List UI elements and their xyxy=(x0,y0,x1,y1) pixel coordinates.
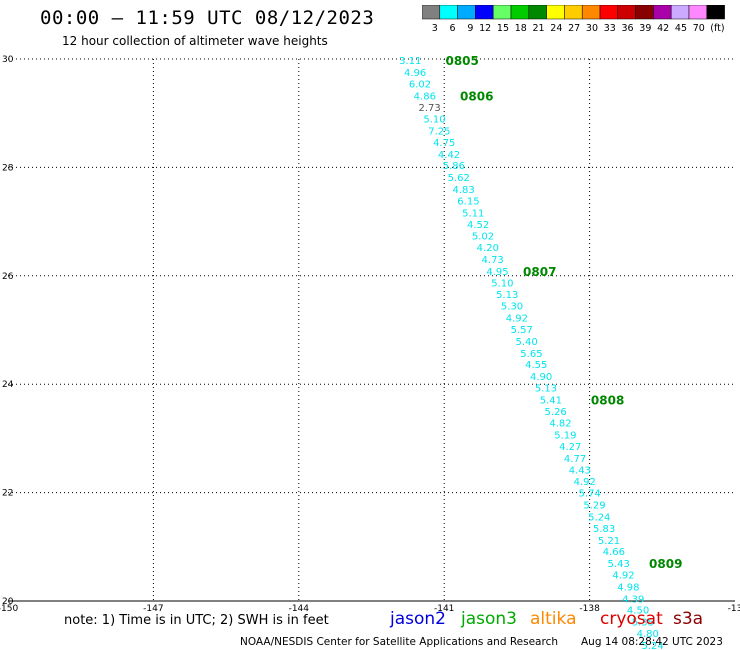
wave-height-label: 4.98 xyxy=(617,582,639,593)
x-tick-label: -147 xyxy=(143,604,163,614)
wave-height-label: 5.10 xyxy=(423,115,445,126)
wave-height-label: 4.55 xyxy=(525,360,547,371)
wave-height-label: 4.20 xyxy=(477,243,499,254)
wave-height-label: 4.96 xyxy=(404,68,426,79)
wave-height-label: 5.62 xyxy=(448,173,470,184)
colorbar-swatch xyxy=(706,5,725,20)
colorbar-tick-label: 18 xyxy=(515,23,527,34)
colorbar-tick-label: 33 xyxy=(604,23,616,34)
x-tick-label: -141 xyxy=(434,604,454,614)
wave-height-label: 5.24 xyxy=(641,641,663,650)
x-tick-label: -13 xyxy=(728,604,740,614)
wave-height-label: 5.40 xyxy=(515,337,537,348)
wave-height-label: 4.92 xyxy=(506,314,528,325)
wave-height-label: 5.74 xyxy=(578,489,600,500)
wave-height-label: 6.15 xyxy=(457,196,479,207)
y-tick-label: 24 xyxy=(2,380,14,390)
wave-height-label: 5.26 xyxy=(545,407,567,418)
wave-height-label: 4.75 xyxy=(433,138,455,149)
wave-height-label: 4.66 xyxy=(603,547,625,558)
generated-timestamp: Aug 14 08:28:42 UTC 2023 xyxy=(581,636,723,648)
colorbar-unit-label: (ft) xyxy=(710,23,724,34)
wave-height-label: 4.80 xyxy=(637,629,659,640)
satellite-s3a-label: s3a xyxy=(673,609,704,629)
wave-height-label: 4.92 xyxy=(612,570,634,581)
pass-time-label: 0805 xyxy=(445,54,478,68)
colorbar-tick-label: 24 xyxy=(550,23,562,34)
colorbar-tick-label: 45 xyxy=(675,23,687,34)
wave-height-label: 5.02 xyxy=(472,232,494,243)
colorbar-tick-label: 21 xyxy=(533,23,545,34)
x-tick-label: -150 xyxy=(0,604,18,614)
colorbar-tick-label: 42 xyxy=(657,23,669,34)
footnote: note: 1) Time is in UTC; 2) SWH is in fe… xyxy=(64,613,329,628)
pass-time-label: 0806 xyxy=(460,89,493,103)
colorbar-tick-label: 36 xyxy=(622,23,634,34)
wave-height-label: 5.35 xyxy=(632,618,654,629)
y-tick-label: 30 xyxy=(2,55,14,65)
wave-height-label: 3.11 xyxy=(399,56,421,67)
y-tick-label: 28 xyxy=(2,163,14,173)
colorbar-tick-label: 6 xyxy=(450,23,456,34)
wave-height-label: 5.10 xyxy=(491,278,513,289)
colorbar-tick-label: 3 xyxy=(432,23,438,34)
wave-height-label: 5.83 xyxy=(593,524,615,535)
wave-height-label: 4.52 xyxy=(467,220,489,231)
x-tick-label: -138 xyxy=(579,604,600,614)
wave-height-label: 4.39 xyxy=(622,594,644,605)
chart-title: 00:00 – 11:59 UTC 08/12/2023 xyxy=(40,7,375,29)
wave-height-label: 5.21 xyxy=(598,536,620,547)
wave-height-label: 4.27 xyxy=(559,442,581,453)
y-tick-label: 20 xyxy=(2,597,14,607)
satellite-cryosat-label: cryosat xyxy=(600,609,663,629)
pass-time-label: 0807 xyxy=(523,265,556,279)
colorbar-tick-label: 27 xyxy=(568,23,580,34)
wave-height-label: 2.73 xyxy=(419,103,441,114)
wave-height-label: 5.13 xyxy=(535,383,557,394)
wave-height-label: 4.50 xyxy=(627,606,649,617)
wave-height-label: 5.29 xyxy=(583,501,605,512)
wave-height-label: 5.65 xyxy=(520,349,542,360)
colorbar-tick-label: 15 xyxy=(497,23,509,34)
wave-height-label: 4.92 xyxy=(574,477,596,488)
wave-height-label: 4.77 xyxy=(564,454,586,465)
wave-height-label: 7.25 xyxy=(428,127,450,138)
chart-subtitle: 12 hour collection of altimeter wave hei… xyxy=(62,34,328,48)
wave-height-label: 5.19 xyxy=(554,431,576,442)
colorbar-tick-label: 39 xyxy=(639,23,651,34)
wave-height-label: 4.90 xyxy=(530,372,552,383)
wave-height-label: 5.30 xyxy=(501,302,523,313)
wave-height-label: 4.83 xyxy=(452,185,474,196)
x-tick-label: -144 xyxy=(289,604,310,614)
wave-height-label: 4.82 xyxy=(549,419,571,430)
pass-time-label: 0809 xyxy=(649,557,682,571)
wave-height-label: 4.86 xyxy=(414,91,436,102)
wave-height-label: 5.24 xyxy=(588,512,610,523)
wave-height-label: 5.57 xyxy=(511,325,533,336)
wave-height-label: 5.43 xyxy=(608,559,630,570)
wave-height-label: 4.43 xyxy=(569,465,591,476)
colorbar-tick-label: 12 xyxy=(479,23,491,34)
wave-height-label: 4.42 xyxy=(438,150,460,161)
wave-height-label: 4.73 xyxy=(482,255,504,266)
y-tick-label: 26 xyxy=(2,272,14,282)
wave-height-label: 5.11 xyxy=(462,208,484,219)
wave-height-label: 6.02 xyxy=(409,79,431,90)
satellite-jason2-label: jason2 xyxy=(390,609,446,629)
y-tick-label: 22 xyxy=(2,489,13,499)
colorbar-tick-label: 70 xyxy=(693,23,705,34)
wave-height-label: 5.41 xyxy=(540,395,562,406)
colorbar-tick-label: 30 xyxy=(586,23,598,34)
colorbar-legend: 3 6 9 12 15 18 21 24 27 30 33 36 39 42 45 70 (ft) xyxy=(422,5,725,34)
colorbar-tick-label: 9 xyxy=(467,23,473,34)
pass-time-label: 0808 xyxy=(591,393,624,407)
satellite-jason3-label: jason3 xyxy=(461,609,517,629)
credit-line: NOAA/NESDIS Center for Satellite Applica… xyxy=(240,636,558,648)
wave-height-label: 5.86 xyxy=(443,161,465,172)
wave-height-label: 4.95 xyxy=(486,267,508,278)
wave-height-label: 5.13 xyxy=(496,290,518,301)
satellite-altika-label: altika xyxy=(530,609,577,629)
